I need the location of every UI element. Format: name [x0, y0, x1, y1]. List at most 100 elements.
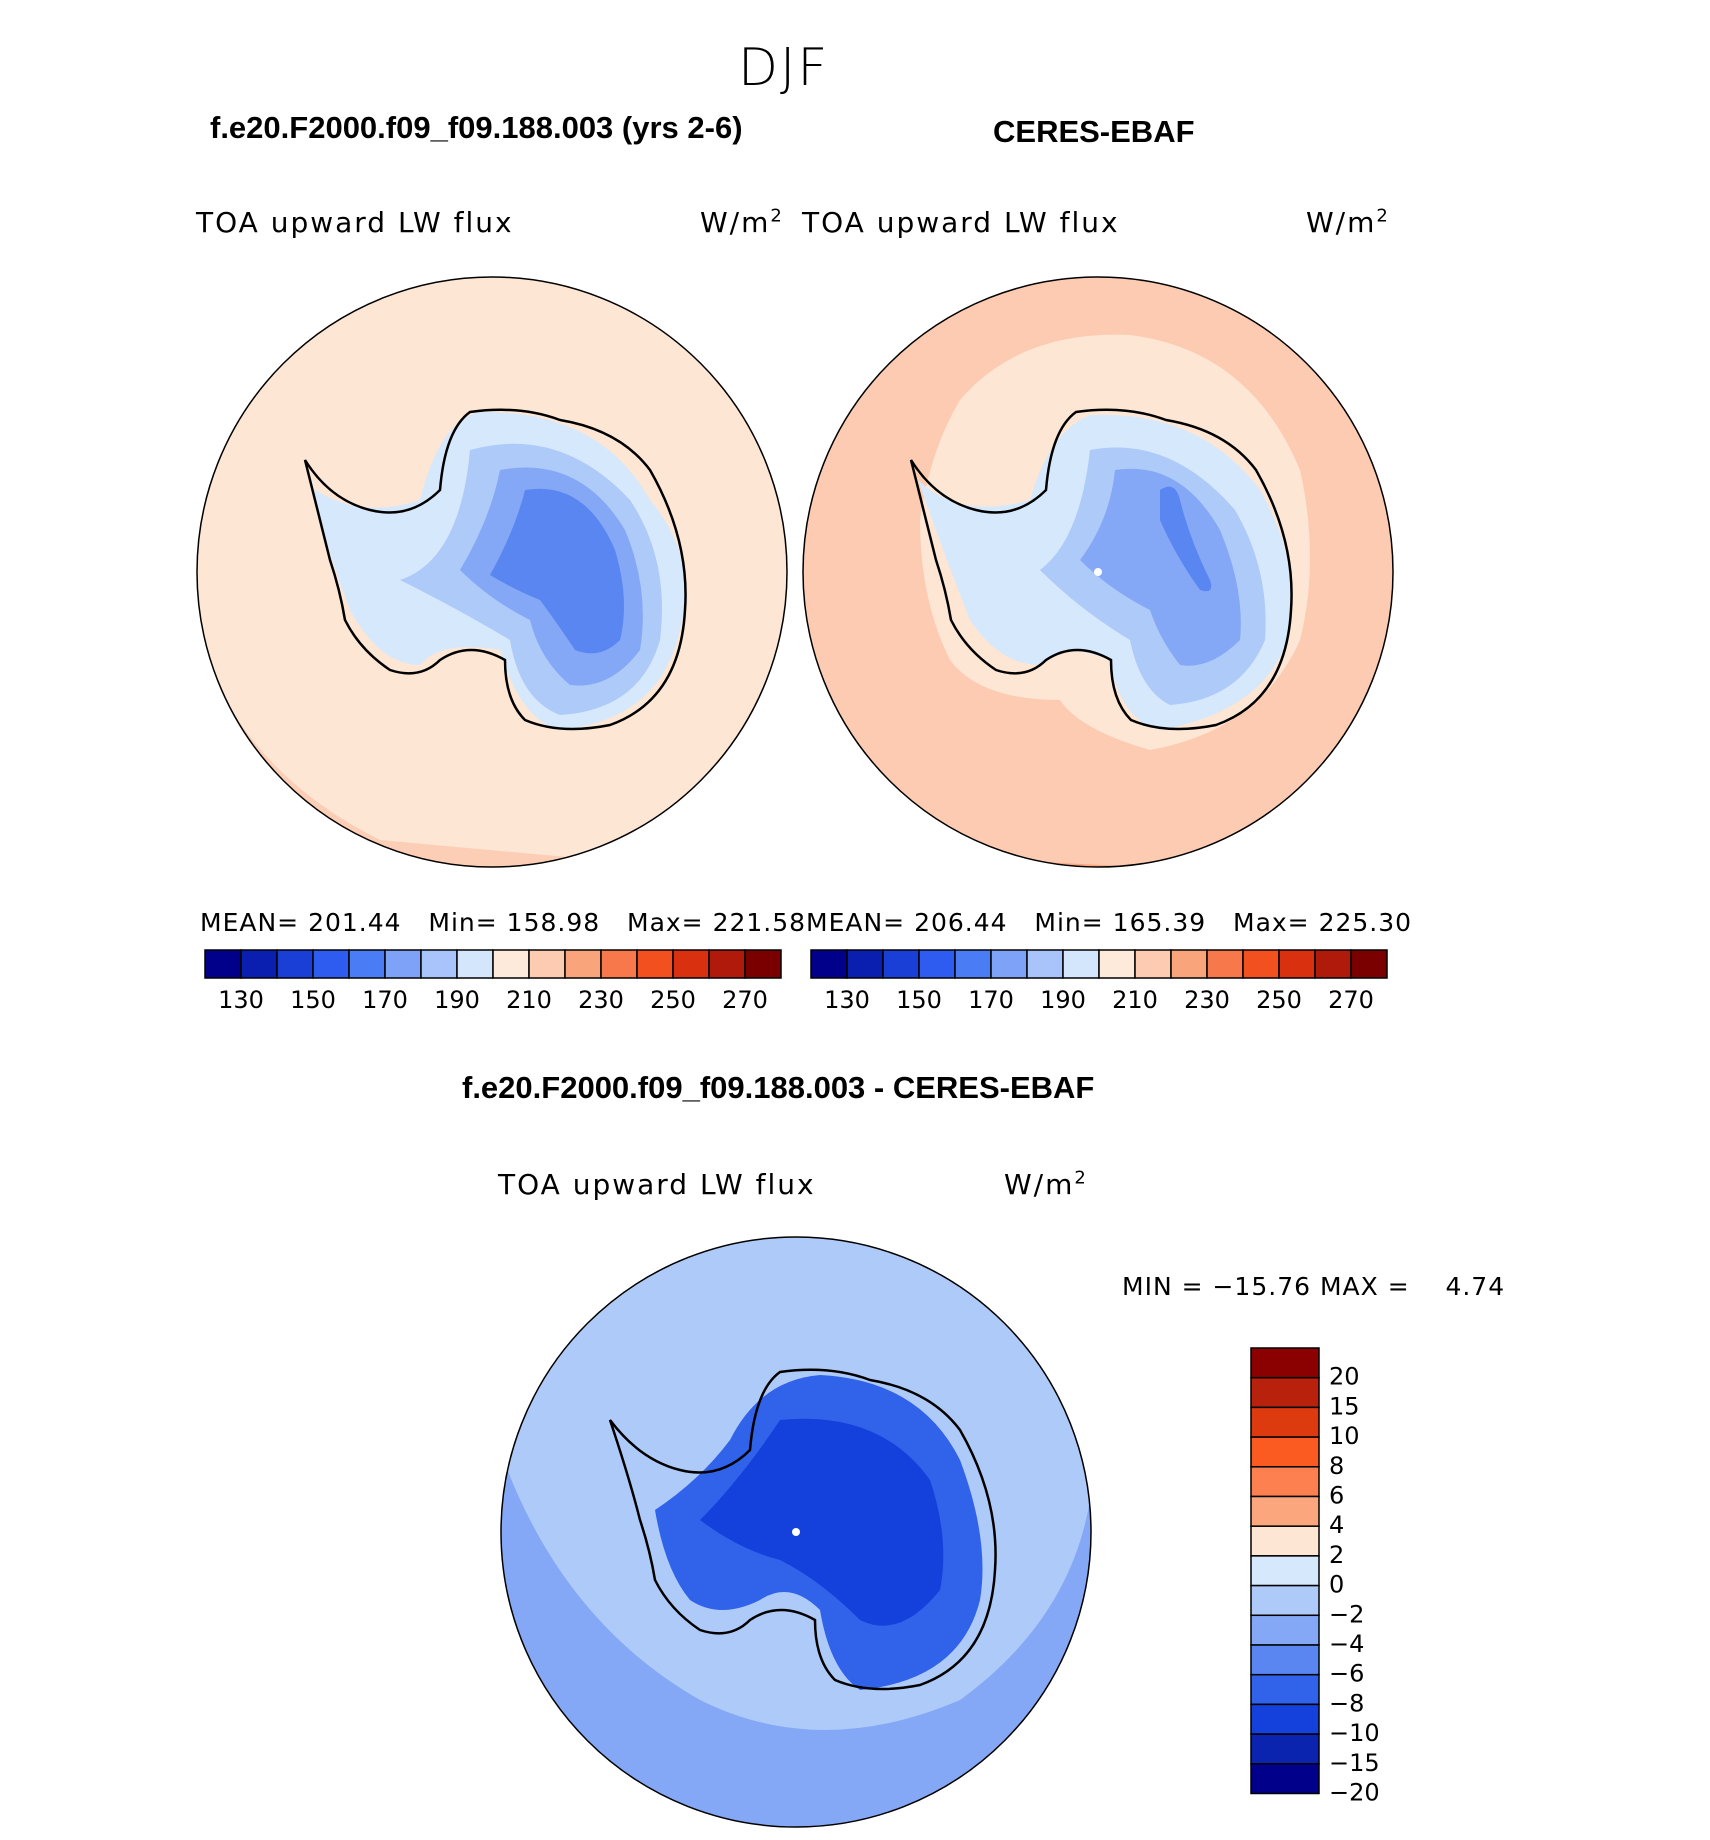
- ceres-colorbar-tick-label: 230: [1184, 986, 1230, 1014]
- map-diff-ocean-negative: [501, 1450, 1091, 1827]
- model-colorbar-box: [420, 949, 458, 979]
- ceres-colorbar-box: [954, 949, 992, 979]
- panel1-mean-value: 201.44: [308, 908, 402, 937]
- model-colorbar-tick-label: 150: [290, 986, 336, 1014]
- model-colorbar-tick-label: 190: [434, 986, 480, 1014]
- diff-max-value: 4.74: [1445, 1272, 1506, 1301]
- map-ceres-coastline: [909, 408, 1293, 731]
- panel1-min-value: 158.98: [506, 908, 601, 937]
- diff-colorbar-box: [1250, 1673, 1320, 1706]
- model-colorbar-box: [348, 949, 386, 979]
- model-colorbar-box: [312, 949, 350, 979]
- ceres-colorbar-box: [1134, 949, 1172, 979]
- diff-colorbar-label: 6: [1329, 1482, 1344, 1510]
- panel2-stats: MEAN= 206.44 Min= 165.39 Max= 225.30: [806, 908, 1413, 937]
- diff-colorbar-box: [1250, 1466, 1320, 1498]
- model-colorbar-tick-label: 230: [578, 986, 624, 1014]
- diff-colorbar-label: −6: [1329, 1660, 1364, 1688]
- ceres-colorbar-box: [1350, 949, 1388, 979]
- map-ceres-ice-low: [1080, 468, 1241, 666]
- diff-colorbar-box: [1250, 1525, 1320, 1557]
- ceres-colorbar-tick-label: 270: [1328, 986, 1374, 1014]
- ceres-colorbar-box: [1314, 949, 1352, 979]
- model-colorbar-box: [708, 949, 746, 979]
- ceres-colorbar-box: [1278, 949, 1316, 979]
- ceres-colorbar-tick-label: 250: [1256, 986, 1302, 1014]
- panel1-stats: MEAN= 201.44 Min= 158.98 Max= 221.58: [200, 908, 807, 937]
- diff-colorbar-box: [1250, 1436, 1320, 1468]
- diff-colorbar-box: [1250, 1644, 1320, 1676]
- panel2-max-value: 225.30: [1318, 908, 1413, 937]
- model-colorbar-box: [384, 949, 422, 979]
- diff-colorbar-label: 0: [1329, 1571, 1344, 1599]
- map-diff-coastline: [608, 1368, 997, 1691]
- ceres-colorbar-tick-label: 190: [1040, 986, 1086, 1014]
- diff-case-title: f.e20.F2000.f09_f09.188.003 - CERES-EBAF: [462, 1070, 1095, 1105]
- ceres-colorbar-box: [882, 949, 920, 979]
- diff-colorbar-label: −2: [1329, 1600, 1364, 1628]
- panel2-variable-label: TOA upward LW flux: [802, 206, 1120, 239]
- diff-colorbar-label: 15: [1329, 1392, 1360, 1420]
- map-diff-pole: [792, 1528, 800, 1536]
- diff-colorbar-label: 2: [1329, 1541, 1344, 1569]
- diff-colorbar-label: −10: [1329, 1719, 1380, 1747]
- model-colorbar-box: [204, 949, 242, 979]
- diff-colorbar-label: −8: [1329, 1689, 1364, 1717]
- season-title: DJF: [738, 38, 830, 98]
- panel2-case-title: CERES-EBAF: [993, 114, 1195, 149]
- map-diff-land-core: [700, 1418, 944, 1626]
- model-colorbar-tick-label: 250: [650, 986, 696, 1014]
- ceres-colorbar-box: [918, 949, 956, 979]
- ceres-colorbar-box: [1170, 949, 1208, 979]
- model-colorbar-tick-label: 170: [362, 986, 408, 1014]
- map-ceres-ice-core: [1160, 486, 1212, 592]
- diff-units-label: W/m2: [1004, 1167, 1088, 1201]
- diff-colorbar-label: 20: [1329, 1363, 1360, 1391]
- model-colorbar-tick-label: 270: [722, 986, 768, 1014]
- panel1-variable-label: TOA upward LW flux: [196, 206, 514, 239]
- ceres-colorbar-box: [810, 949, 848, 979]
- diff-colorbar-label: 10: [1329, 1422, 1360, 1450]
- ceres-colorbar-box: [846, 949, 884, 979]
- panel1-max-value: 221.58: [712, 908, 807, 937]
- ceres-colorbar-tick-label: 170: [968, 986, 1014, 1014]
- diff-colorbar-box: [1250, 1555, 1320, 1587]
- model-colorbar-box: [492, 949, 530, 979]
- map-model-coastline: [303, 408, 687, 731]
- model-colorbar-tick-label: 130: [218, 986, 264, 1014]
- ceres-colorbar-box: [1026, 949, 1064, 979]
- ceres-colorbar-tick-label: 210: [1112, 986, 1158, 1014]
- diff-colorbar-label: 4: [1329, 1511, 1344, 1539]
- model-colorbar-box: [636, 949, 674, 979]
- model-colorbar-box: [528, 949, 566, 979]
- panel2-min-value: 165.39: [1112, 908, 1207, 937]
- ceres-colorbar-box: [1206, 949, 1244, 979]
- model-colorbar-box: [276, 949, 314, 979]
- diff-colorbar-box: [1250, 1347, 1320, 1379]
- ceres-colorbar-tick-label: 150: [896, 986, 942, 1014]
- ceres-colorbar-tick-label: 130: [824, 986, 870, 1014]
- model-colorbar-box: [564, 949, 602, 979]
- diff-colorbar-label: 8: [1329, 1452, 1344, 1480]
- panel1-units-label: W/m2: [700, 205, 784, 239]
- colorbar-ceres: 130 150 170 190 210 230 250 270: [810, 949, 1388, 1014]
- map-model-ice-core: [490, 488, 624, 654]
- diff-minmax-text: MIN = −15.76 MAX = 4.74: [1122, 1272, 1506, 1301]
- model-colorbar-box: [456, 949, 494, 979]
- map-ceres: [803, 277, 1393, 867]
- diff-colorbar-box: [1250, 1406, 1320, 1438]
- diff-variable-label: TOA upward LW flux: [498, 1168, 816, 1201]
- ceres-colorbar-box: [1242, 949, 1280, 979]
- ceres-colorbar-box: [1098, 949, 1136, 979]
- diff-colorbar-label: −20: [1329, 1779, 1380, 1807]
- model-colorbar-box: [672, 949, 710, 979]
- map-difference: [501, 1237, 1091, 1827]
- map-ceres-pole: [1094, 568, 1102, 576]
- diff-colorbar-box: [1250, 1495, 1320, 1527]
- panel2-units-label: W/m2: [1306, 205, 1390, 239]
- diff-colorbar-box: [1250, 1584, 1320, 1617]
- diff-colorbar-box: [1250, 1614, 1320, 1646]
- colorbar-model: 130 150 170 190 210 230 250 270: [204, 949, 782, 1014]
- model-colorbar-box: [240, 949, 278, 979]
